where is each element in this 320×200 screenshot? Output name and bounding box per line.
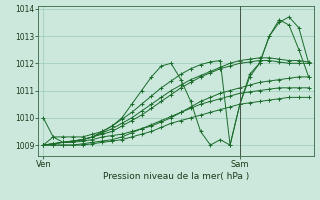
X-axis label: Pression niveau de la mer( hPa ): Pression niveau de la mer( hPa ) [103,172,249,181]
